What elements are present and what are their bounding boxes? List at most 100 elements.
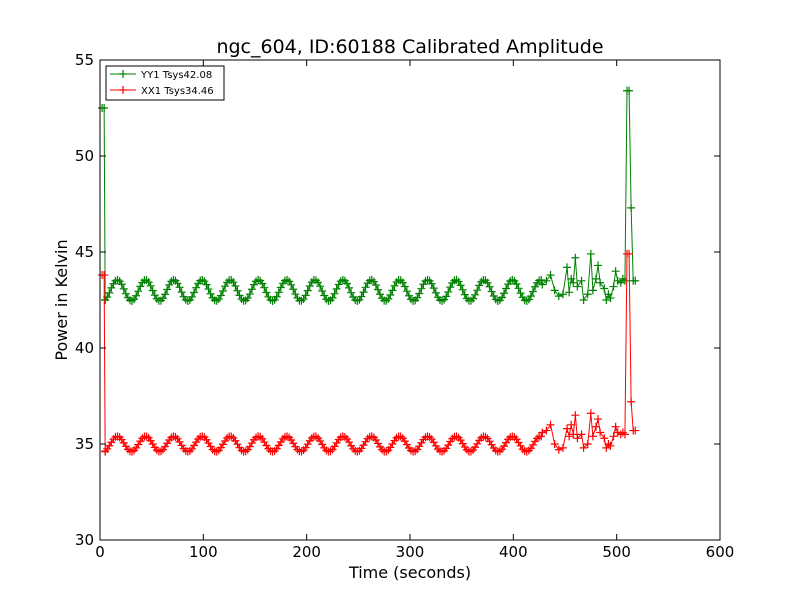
data-point — [373, 439, 382, 448]
data-point — [600, 284, 609, 293]
y-tick-label: 45 — [75, 243, 94, 261]
data-point — [305, 281, 314, 290]
data-point — [280, 276, 289, 285]
data-point — [514, 284, 523, 293]
data-point — [175, 283, 184, 292]
data-point — [287, 280, 296, 289]
data-point — [423, 432, 432, 441]
series-0 — [98, 86, 640, 305]
data-point — [100, 271, 109, 280]
data-point — [497, 293, 506, 302]
y-tick-label: 35 — [75, 435, 94, 453]
data-point — [256, 432, 265, 441]
legend-label-yy1: YY1 Tsys42.08 — [140, 70, 212, 81]
data-point — [132, 291, 141, 300]
data-point — [454, 277, 463, 286]
data-point — [345, 283, 354, 292]
series-1 — [98, 249, 640, 456]
legend-marker-yy1 — [119, 70, 127, 78]
data-point — [218, 286, 227, 295]
data-point — [573, 434, 582, 443]
data-point — [268, 447, 277, 456]
data-point — [473, 286, 482, 295]
data-point — [318, 286, 327, 295]
data-point — [516, 289, 525, 298]
x-tick-label: 300 — [396, 543, 425, 561]
data-point — [342, 279, 351, 288]
data-point — [423, 275, 432, 284]
data-point — [538, 280, 547, 289]
data-point — [163, 285, 172, 294]
data-point — [100, 104, 109, 112]
data-point — [602, 296, 611, 304]
data-point — [417, 284, 426, 293]
data-point — [483, 278, 492, 287]
data-point — [567, 420, 576, 429]
data-point — [272, 292, 281, 301]
y-tick-label: 55 — [75, 51, 94, 69]
series-layer — [98, 86, 640, 456]
data-point — [359, 288, 368, 297]
data-point — [471, 290, 480, 299]
data-point — [301, 291, 310, 300]
data-point — [542, 276, 551, 285]
data-point — [577, 276, 586, 285]
data-point — [565, 432, 574, 441]
ticks-layer: 0 100 200 300 400 500 600 30 35 40 45 50 55 — [75, 51, 734, 561]
data-point — [627, 203, 636, 212]
data-point — [299, 295, 308, 304]
data-point — [618, 428, 627, 437]
data-point — [485, 437, 494, 446]
data-point — [592, 422, 600, 431]
data-point — [569, 278, 578, 287]
data-point — [311, 432, 320, 441]
data-point — [491, 295, 500, 304]
data-point — [546, 271, 555, 280]
data-point — [121, 289, 130, 298]
data-point — [169, 275, 178, 284]
data-point — [218, 440, 227, 449]
data-point — [508, 432, 517, 441]
data-point — [609, 282, 618, 291]
data-point — [631, 426, 640, 435]
data-point — [411, 447, 420, 456]
data-point — [427, 279, 436, 288]
data-point — [413, 293, 422, 302]
data-point — [594, 415, 603, 424]
data-point — [429, 284, 438, 293]
data-point — [316, 282, 325, 291]
data-point — [156, 447, 165, 456]
data-point — [586, 249, 595, 258]
data-point — [485, 282, 494, 291]
data-point — [371, 281, 380, 290]
data-point — [146, 281, 155, 290]
data-point — [398, 278, 407, 287]
data-point — [150, 291, 159, 300]
data-point — [289, 285, 298, 294]
data-point — [456, 281, 465, 290]
data-point — [192, 283, 201, 292]
data-point — [522, 296, 531, 305]
data-point — [573, 282, 582, 291]
data-point — [260, 283, 269, 292]
data-point — [444, 287, 453, 296]
data-point — [200, 277, 209, 286]
data-point — [332, 284, 341, 293]
data-point — [274, 441, 283, 450]
data-point — [577, 430, 586, 439]
data-point — [231, 281, 240, 290]
data-point — [376, 290, 385, 299]
data-point — [216, 291, 225, 300]
data-point — [361, 283, 370, 292]
data-point — [258, 279, 267, 288]
data-point — [429, 438, 438, 447]
data-point — [579, 443, 588, 452]
data-point — [528, 287, 537, 296]
data-point — [367, 275, 376, 284]
data-point — [442, 292, 451, 301]
data-point — [526, 292, 535, 301]
data-point — [173, 279, 182, 288]
y-tick-label: 50 — [75, 147, 94, 165]
data-point — [247, 285, 256, 294]
data-point — [105, 288, 114, 297]
